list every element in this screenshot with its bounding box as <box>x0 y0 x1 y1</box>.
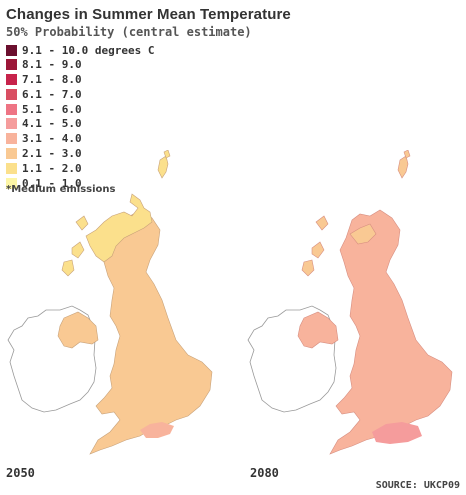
legend-swatch <box>6 44 17 56</box>
legend-label: 9.1 - 10.0 degrees C <box>22 43 155 57</box>
legend-label: 7.1 - 8.0 <box>22 73 82 87</box>
legend-item: 6.1 - 7.0 <box>6 87 154 101</box>
legend-swatch <box>6 133 17 145</box>
legend-swatch <box>6 88 17 100</box>
legend-label: 8.1 - 9.0 <box>22 58 82 72</box>
britain-region <box>57 209 213 455</box>
legend-label: 0.1 - 1.0 <box>22 176 82 190</box>
legend-item: 8.1 - 9.0 <box>6 58 154 72</box>
legend-item: 0.1 - 1.0 <box>6 176 154 190</box>
legend-swatch <box>6 162 17 174</box>
legend-swatch <box>6 74 17 86</box>
legend-item: 9.1 - 10.0 degrees C <box>6 43 154 57</box>
hotspot-region <box>372 422 422 444</box>
legend-swatch <box>6 118 17 130</box>
legend-swatch <box>6 59 17 71</box>
legend-item: 5.1 - 6.0 <box>6 102 154 116</box>
legend-label: 2.1 - 3.0 <box>22 147 82 161</box>
legend-swatch <box>6 148 17 160</box>
legend-label: 5.1 - 6.0 <box>22 102 82 116</box>
legend: 9.1 - 10.0 degrees C 8.1 - 9.0 7.1 - 8.0… <box>6 43 154 191</box>
emissions-note: *Medium emissions <box>6 184 116 195</box>
legend-label: 1.1 - 2.0 <box>22 161 82 175</box>
legend-swatch <box>6 177 17 189</box>
legend-item: 3.1 - 4.0 <box>6 132 154 146</box>
year-label-2080: 2080 <box>250 466 279 480</box>
uk-map-2080 <box>247 150 453 455</box>
britain-region <box>297 209 453 455</box>
legend-item: 4.1 - 5.0 <box>6 117 154 131</box>
legend-item: 2.1 - 3.0 <box>6 147 154 161</box>
legend-item: 7.1 - 8.0 <box>6 73 154 87</box>
northern-scotland-region <box>61 150 171 277</box>
source-credit: SOURCE: UKCP09 <box>375 480 460 491</box>
legend-swatch <box>6 103 17 115</box>
legend-label: 3.1 - 4.0 <box>22 132 82 146</box>
year-label-2050: 2050 <box>6 466 35 480</box>
northern-scotland-region <box>301 150 411 277</box>
legend-label: 4.1 - 5.0 <box>22 117 82 131</box>
legend-label: 6.1 - 7.0 <box>22 87 82 101</box>
legend-item: 1.1 - 2.0 <box>6 161 154 175</box>
hotspot-region <box>140 422 174 438</box>
uk-map-2050 <box>7 150 213 455</box>
chart-title: Changes in Summer Mean Temperature <box>6 6 291 23</box>
chart-subtitle: 50% Probability (central estimate) <box>6 25 252 39</box>
